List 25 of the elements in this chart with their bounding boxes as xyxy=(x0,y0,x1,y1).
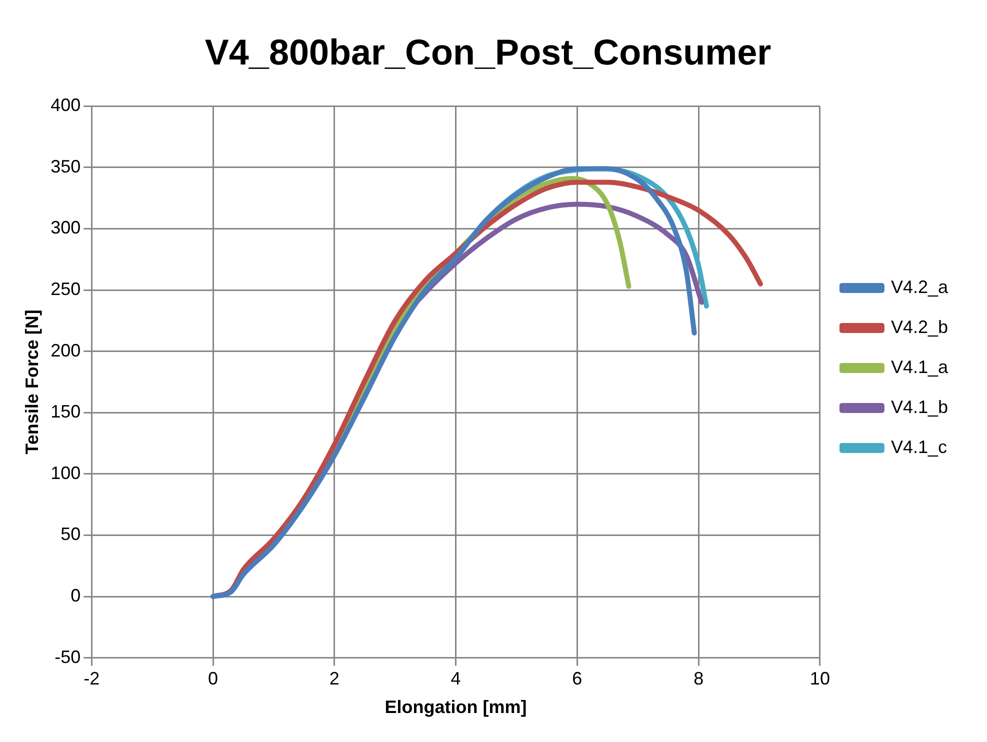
legend-label: V4.1_c xyxy=(890,436,947,457)
chart-title: V4_800bar_Con_Post_Consumer xyxy=(204,32,772,73)
y-tick-label: 400 xyxy=(50,95,81,116)
y-tick-label: 250 xyxy=(50,279,81,300)
x-tick-label: 2 xyxy=(329,668,340,689)
x-tick-label: -2 xyxy=(84,668,100,689)
y-tick-label: 100 xyxy=(50,462,81,483)
y-tick-label: 50 xyxy=(60,524,81,544)
y-tick-label: -50 xyxy=(54,646,81,667)
x-tick-label: 0 xyxy=(208,668,218,689)
x-tick-label: 8 xyxy=(694,668,704,689)
y-tick-label: 350 xyxy=(50,156,81,176)
x-tick-label: 10 xyxy=(810,668,830,689)
y-tick-label: 0 xyxy=(70,585,81,606)
legend-label: V4.1_a xyxy=(890,356,949,377)
legend-label: V4.2_a xyxy=(890,276,949,297)
x-tick-label: 6 xyxy=(572,668,582,689)
y-tick-label: 200 xyxy=(50,340,81,360)
y-tick-label: 150 xyxy=(50,402,81,422)
x-axis-title: Elongation [mm] xyxy=(384,697,527,718)
legend-label: V4.2_b xyxy=(890,316,948,337)
legend-label: V4.1_b xyxy=(890,396,948,417)
y-tick-label: 300 xyxy=(50,218,81,238)
y-axis-title: Tensile Force [N] xyxy=(22,310,42,454)
x-tick-label: 4 xyxy=(450,668,461,689)
